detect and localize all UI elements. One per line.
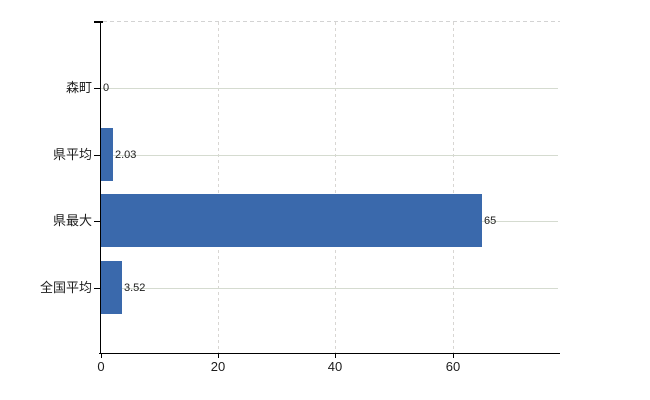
y-axis-line (100, 21, 101, 354)
h-gridline (101, 155, 558, 156)
bar (101, 128, 113, 181)
category-label: 県平均 (52, 147, 92, 162)
bar (101, 194, 482, 247)
value-label: 65 (484, 215, 497, 227)
category-label: 全国平均 (39, 280, 92, 295)
x-axis-line (99, 353, 560, 354)
x-tick-mark (218, 354, 219, 358)
x-tick-mark (453, 354, 454, 358)
x-tick-label: 0 (97, 359, 105, 374)
h-gridline (101, 88, 558, 89)
y-tick-mark (94, 288, 100, 289)
y-tick-mark (94, 155, 100, 156)
v-gridline (218, 22, 219, 353)
bar (101, 261, 122, 314)
plot-top-border (103, 21, 560, 22)
x-tick-label: 40 (327, 359, 343, 374)
y-axis-top-cap (94, 21, 103, 23)
v-gridline (335, 22, 336, 353)
value-label: 2.03 (115, 149, 137, 161)
y-tick-mark (94, 88, 100, 89)
x-tick-label: 60 (445, 359, 461, 374)
v-gridline (453, 22, 454, 353)
category-label: 県最大 (52, 213, 92, 228)
y-tick-mark (94, 221, 100, 222)
x-tick-mark (101, 354, 102, 358)
x-tick-mark (335, 354, 336, 358)
value-label: 3.52 (124, 282, 146, 294)
h-gridline (101, 288, 558, 289)
value-label: 0 (103, 82, 110, 94)
x-tick-label: 20 (210, 359, 226, 374)
category-label: 森町 (65, 80, 92, 95)
